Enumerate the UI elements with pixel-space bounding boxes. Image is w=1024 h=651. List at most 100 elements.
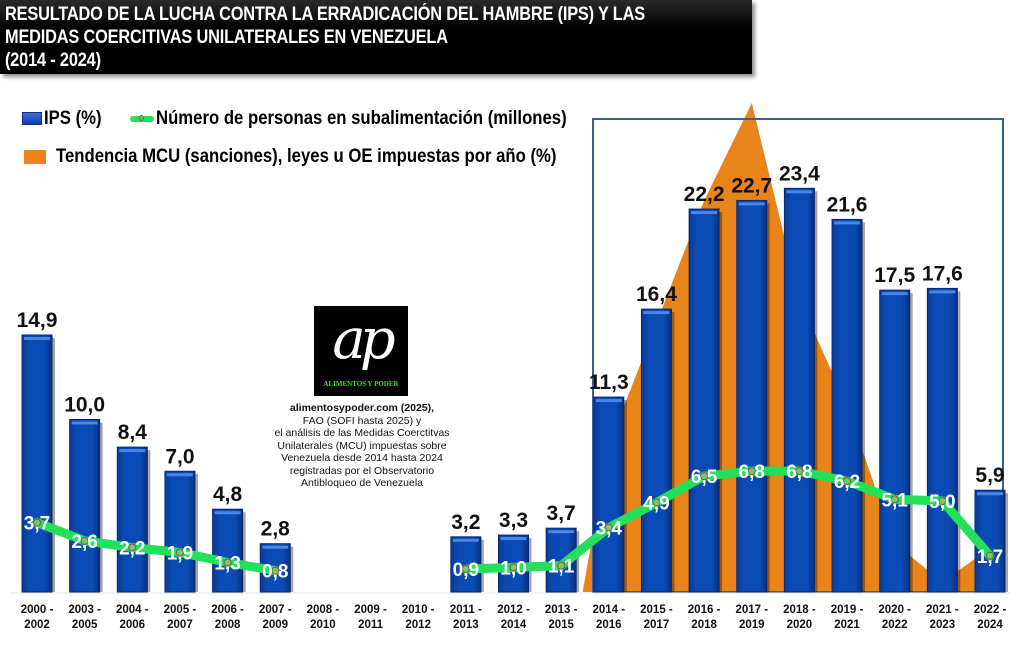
legend-label-mcu: Tendencia MCU (sanciones), leyes u OE im…: [56, 146, 557, 167]
x-tick-label: 2017 -2019: [735, 604, 768, 631]
undernourished-point: [700, 472, 709, 481]
ips-bar: [640, 308, 675, 593]
ips-bar: [783, 187, 818, 593]
ips-value-label: 10,0: [64, 394, 105, 417]
undernourished-point: [986, 551, 994, 560]
undernourished-point: [175, 548, 184, 557]
undernourished-line: [461, 466, 995, 574]
ips-bar-rect: [926, 287, 958, 593]
ips-bar-highlight: [452, 538, 479, 542]
ips-bar-rect: [116, 446, 148, 593]
source-line-3: el análisis de las Medidas Coerctitvas: [274, 427, 450, 439]
ips-bar-rect: [640, 308, 672, 593]
ips-value-label: 8,4: [118, 421, 148, 444]
undernourished-point: [938, 497, 947, 505]
x-tick-label: 2003 -2005: [68, 604, 101, 631]
ips-bar-rect: [164, 470, 196, 593]
legend-label-line: Número de personas en subalimentación (m…: [156, 108, 567, 129]
undernourished-value-label: 0,9: [453, 560, 479, 581]
ips-bar-highlight: [738, 202, 765, 206]
undernourished-point: [843, 477, 852, 486]
x-tick-label: 2018 -2020: [783, 604, 816, 631]
undernourished-point: [557, 561, 566, 570]
ips-value-label: 16,4: [636, 283, 677, 306]
ips-bar-rect: [212, 508, 244, 593]
legend-swatch-ips: [22, 112, 42, 126]
ips-value-label: 23,4: [779, 162, 820, 185]
undernourished-value-label: 4,9: [643, 494, 669, 515]
legend-item-mcu: Tendencia MCU (sanciones), leyes u OE im…: [24, 146, 625, 168]
title-line-2: MEDIDAS COERCITIVAS UNILATERALES EN VENE…: [5, 27, 448, 48]
x-tick-label: 2009 -2011: [354, 604, 387, 631]
title-line-1: RESULTADO DE LA LUCHA CONTRA LA ERRADICA…: [5, 4, 645, 25]
x-tick-label: 2015 -2017: [640, 604, 673, 631]
undernourished-point: [652, 498, 661, 507]
ips-bar-rect: [593, 396, 625, 593]
ips-value-label: 2,8: [261, 518, 291, 541]
undernourished-value-label: 0,8: [262, 562, 288, 583]
undernourished-point: [747, 467, 756, 476]
x-tick-label: 2020 -2022: [878, 604, 911, 631]
undernourished-line: [32, 518, 280, 576]
undernourished-point: [128, 543, 137, 552]
x-tick-label: 2012 -2014: [497, 604, 530, 631]
undernourished-value-label: 5,0: [929, 492, 955, 513]
ips-bar-highlight: [834, 221, 861, 225]
ips-value-label: 17,6: [922, 262, 963, 285]
source-line-5: Venezuela desde 2014 hasta 2024: [281, 452, 443, 464]
undernourished-value-label: 6,2: [834, 472, 860, 493]
undernourished-point: [223, 558, 232, 567]
ips-value-label: 11,3: [589, 371, 629, 394]
undernourished-point: [271, 566, 280, 575]
undernourished-value-label: 2,6: [71, 532, 97, 553]
undernourished-value-label: 6,5: [691, 467, 718, 488]
ips-bar: [688, 208, 723, 593]
undernourished-value-label: 1,9: [167, 543, 193, 564]
undernourished-line-layer: [32, 466, 995, 576]
undernourished-value-label: 5,1: [881, 490, 908, 511]
ips-value-label: 14,9: [17, 309, 58, 332]
ips-bar: [593, 396, 627, 593]
x-tick-label: 2019 -2021: [831, 604, 864, 631]
chart-title: RESULTADO DE LA LUCHA CONTRA LA ERRADICA…: [0, 0, 752, 74]
ips-bar-rect: [736, 199, 768, 593]
ips-bar-rect: [21, 334, 53, 593]
logo-name: ALIMENTOS Y PODER: [323, 380, 399, 388]
ips-bar-highlight: [500, 537, 527, 541]
x-tick-label: 2004 -2006: [116, 604, 149, 631]
ips-bar-highlight: [24, 336, 50, 340]
alimentos-y-poder-logo: ap ALIMENTOS Y PODER: [314, 306, 408, 396]
ips-bar-rect: [688, 208, 720, 593]
x-tick-label: 2014 -2016: [592, 604, 625, 631]
ips-value-label: 22,2: [684, 183, 725, 206]
undernourished-point: [80, 536, 89, 545]
legend-item-undernourished: Número de personas en subalimentación (m…: [130, 108, 623, 130]
ips-bar: [831, 218, 866, 593]
legend-label-ips: IPS (%): [44, 108, 102, 129]
ips-value-label: 5,9: [975, 464, 1004, 487]
title-line-3: (2014 - 2024): [5, 50, 101, 71]
ips-bar-highlight: [548, 530, 575, 534]
ips-bar-highlight: [691, 211, 718, 215]
source-line-2: FAO (SOFI hasta 2025) y: [302, 414, 422, 427]
ips-value-label: 3,7: [547, 502, 576, 525]
x-tick-label: 2010 -2012: [402, 604, 435, 631]
ips-bar-highlight: [595, 399, 622, 403]
ips-value-label: 17,5: [874, 264, 915, 287]
x-tick-label: 2008 -2010: [307, 604, 340, 631]
ips-bar-highlight: [71, 421, 98, 425]
source-line-4: Unilaterales (MCU) impuestas sobre: [277, 439, 447, 452]
undernourished-value-label: 1,0: [500, 558, 526, 579]
ips-value-label: 4,8: [213, 483, 243, 506]
ips-bar-rect: [783, 187, 815, 593]
undernourished-value-label: 1,3: [214, 553, 240, 574]
logo-mark: ap: [332, 307, 395, 372]
ips-bar-highlight: [786, 190, 813, 194]
ips-bar-highlight: [977, 492, 1003, 496]
ips-bar-highlight: [166, 473, 193, 477]
x-tick-label: 2011 -2013: [450, 604, 482, 631]
ips-value-label: 3,2: [451, 511, 480, 534]
undernourished-value-label: 6,8: [739, 462, 765, 483]
source-line-6: registradas por el Observatorio: [289, 464, 435, 477]
x-tick-label: 2022 -2024: [974, 604, 1007, 631]
